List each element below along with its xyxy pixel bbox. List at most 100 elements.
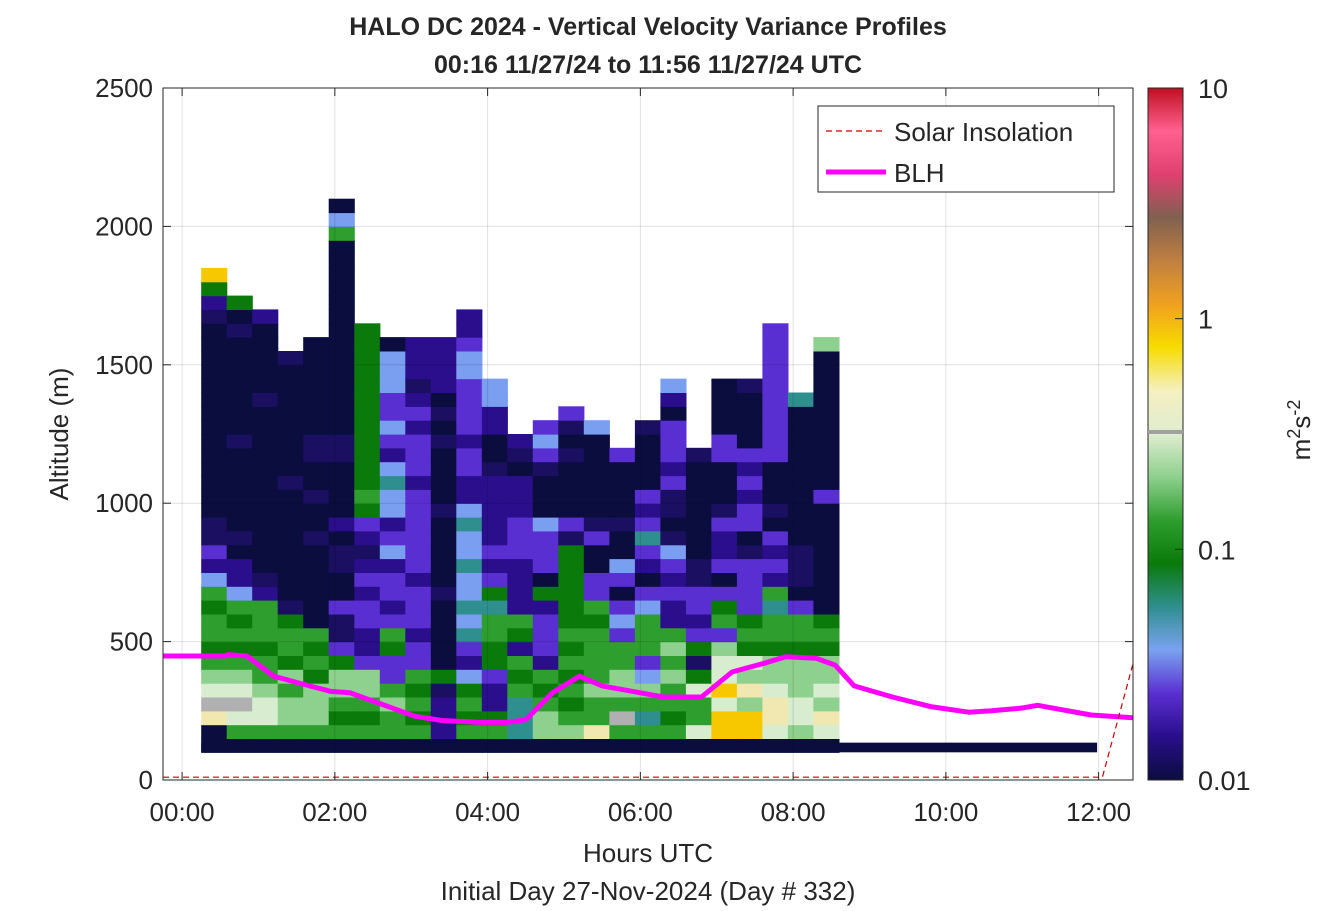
heatmap-cell	[558, 558, 585, 573]
heatmap-cell	[379, 406, 406, 421]
heatmap-cell	[226, 475, 253, 490]
heatmap-cell	[456, 613, 483, 629]
heatmap-cell	[252, 530, 279, 546]
heatmap-cell	[252, 558, 279, 573]
heatmap-cell	[430, 475, 457, 490]
heatmap-cell	[481, 517, 508, 532]
heatmap-cell	[532, 613, 559, 629]
legend-box	[817, 105, 1115, 193]
heatmap-cell	[762, 544, 789, 560]
heatmap-cell	[507, 434, 534, 449]
heatmap-cell	[277, 544, 304, 560]
heatmap-cell	[226, 627, 253, 643]
heatmap-cell	[456, 530, 483, 546]
heatmap-cell	[685, 461, 712, 477]
heatmap-cell	[558, 572, 585, 587]
blh-line	[163, 652, 1134, 725]
heatmap-cell	[328, 544, 355, 560]
heatmap-cell	[558, 530, 585, 546]
heatmap-cell	[201, 558, 228, 573]
chart-title: HALO DC 2024 - Vertical Velocity Varianc…	[349, 13, 947, 41]
heatmap-cell	[736, 697, 763, 712]
heatmap-cell	[328, 254, 355, 269]
heatmap-cell	[328, 600, 355, 615]
heatmap-cell	[787, 447, 814, 463]
heatmap-cell	[405, 503, 432, 518]
heatmap-cell	[354, 434, 381, 449]
heatmap-cell	[609, 710, 636, 726]
heatmap-cell	[430, 697, 457, 712]
heatmap-cell	[609, 489, 636, 504]
heatmap-cell	[685, 530, 712, 546]
y-tick-label: 0	[139, 765, 153, 795]
heatmap-cell	[201, 697, 228, 712]
heatmap-cell	[303, 530, 330, 546]
heatmap-cell	[711, 530, 738, 546]
heatmap-cell	[532, 447, 559, 463]
heatmap-cell	[405, 364, 432, 380]
heatmap-cell	[226, 420, 253, 435]
heatmap-cell	[762, 351, 789, 366]
heatmap-cell	[813, 613, 840, 629]
heatmap-cell	[430, 461, 457, 477]
heatmap-cell	[430, 364, 457, 380]
heatmap-cell	[762, 586, 789, 601]
heatmap-cell	[609, 669, 636, 684]
heatmap-cell	[252, 600, 279, 615]
heatmap-cell	[787, 558, 814, 573]
heatmap-cell	[787, 613, 814, 629]
heatmap-cell	[303, 447, 330, 463]
heatmap-cell	[813, 337, 840, 352]
heatmap-cell	[813, 710, 840, 726]
heatmap-cell	[787, 641, 814, 656]
heatmap-cell	[736, 489, 763, 504]
heatmap-cell	[379, 724, 406, 739]
heatmap-cell	[226, 378, 253, 393]
heatmap-cell	[328, 309, 355, 324]
heatmap-cell	[634, 669, 661, 684]
heatmap-cell	[226, 544, 253, 560]
heatmap-cell	[354, 627, 381, 643]
heatmap-cell	[430, 530, 457, 546]
heatmap-cell	[303, 572, 330, 587]
heatmap-cell	[379, 544, 406, 560]
heatmap-cell	[660, 392, 687, 407]
heatmap-cell	[660, 447, 687, 463]
heatmap-cell	[405, 683, 432, 698]
heatmap-cell	[787, 724, 814, 739]
heatmap-cell	[532, 627, 559, 643]
heatmap-cell	[430, 600, 457, 615]
heatmap-cell	[507, 572, 534, 587]
heatmap-cell	[277, 461, 304, 477]
heatmap-cell	[481, 447, 508, 463]
heatmap-cell	[328, 198, 355, 214]
heatmap-cell	[226, 323, 253, 338]
heatmap-cell	[379, 337, 406, 352]
heatmap-cell	[813, 586, 840, 601]
heatmap-cell	[609, 586, 636, 601]
heatmap-cell	[481, 434, 508, 449]
heatmap-cell	[532, 600, 559, 615]
heatmap-cell	[354, 447, 381, 463]
heatmap-cell	[201, 613, 228, 629]
heatmap-cell	[736, 600, 763, 615]
heatmap-cell	[226, 572, 253, 587]
heatmap-cell	[660, 406, 687, 421]
heatmap-cell	[609, 724, 636, 739]
heatmap-cell	[201, 447, 228, 463]
heatmap-cell	[813, 447, 840, 463]
heatmap-cell	[736, 669, 763, 684]
heatmap-cell	[558, 710, 585, 726]
y-tick-label: 2500	[95, 73, 153, 103]
heatmap-cell	[456, 503, 483, 518]
legend-solar-label: Solar Insolation	[894, 117, 1073, 147]
heatmap-cell	[379, 613, 406, 629]
heatmap-cell	[226, 558, 253, 573]
heatmap-cell	[379, 420, 406, 435]
heatmap-cell	[354, 503, 381, 518]
heatmap-cell	[583, 489, 610, 504]
heatmap-cell	[456, 544, 483, 560]
heatmap-cell	[303, 461, 330, 477]
heatmap-cell	[634, 641, 661, 656]
heatmap-cell	[277, 364, 304, 380]
